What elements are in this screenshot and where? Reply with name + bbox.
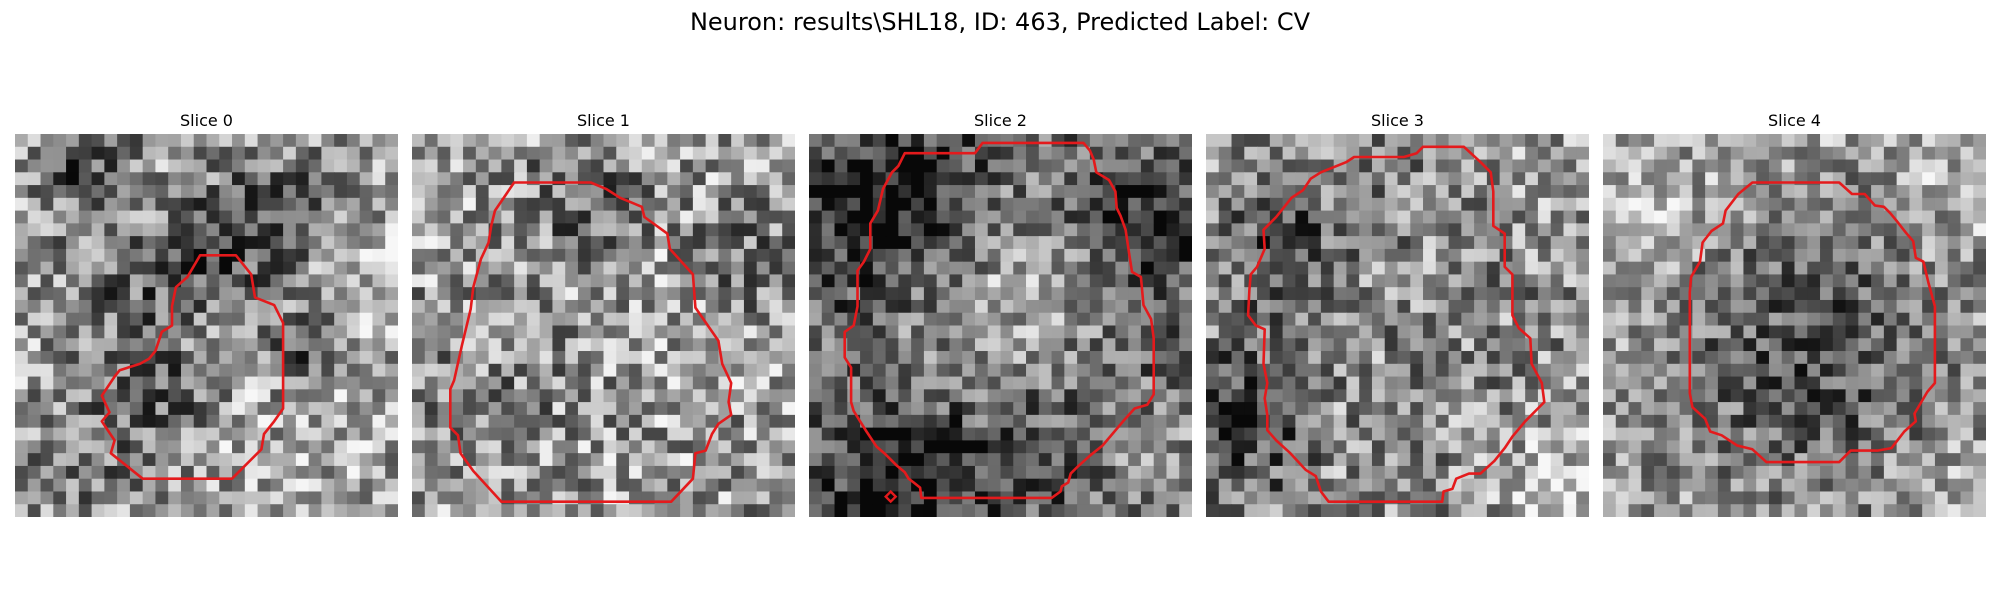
roi-contour	[1688, 181, 1937, 464]
slice-image	[1206, 134, 1589, 517]
pixel-grid	[1603, 134, 1986, 517]
slice-panel-2: Slice 2	[809, 110, 1192, 517]
slice-image	[809, 134, 1192, 517]
slice-title: Slice 2	[974, 111, 1027, 130]
slice-panel-1: Slice 1	[412, 110, 795, 517]
slice-panel-4: Slice 4	[1603, 110, 1986, 517]
slice-image	[1603, 134, 1986, 517]
slice-title: Slice 3	[1371, 111, 1424, 130]
slice-panel-3: Slice 3	[1206, 110, 1589, 517]
pixel-grid	[809, 134, 1192, 517]
roi-contour	[100, 254, 285, 481]
pixel-grid	[1206, 134, 1589, 517]
pixel-grid	[412, 134, 795, 517]
slice-title: Slice 4	[1768, 111, 1821, 130]
slice-image	[15, 134, 398, 517]
roi-contour	[448, 181, 733, 504]
slice-title: Slice 1	[577, 111, 630, 130]
roi-contour	[1246, 145, 1546, 504]
slice-image	[412, 134, 795, 517]
roi-marker	[884, 489, 898, 504]
slice-panel-0: Slice 0	[15, 110, 398, 517]
pixel-grid	[15, 134, 398, 517]
roi-contour	[843, 141, 1156, 500]
slice-title: Slice 0	[180, 111, 233, 130]
figure-title: Neuron: results\SHL18, ID: 463, Predicte…	[689, 8, 1311, 36]
